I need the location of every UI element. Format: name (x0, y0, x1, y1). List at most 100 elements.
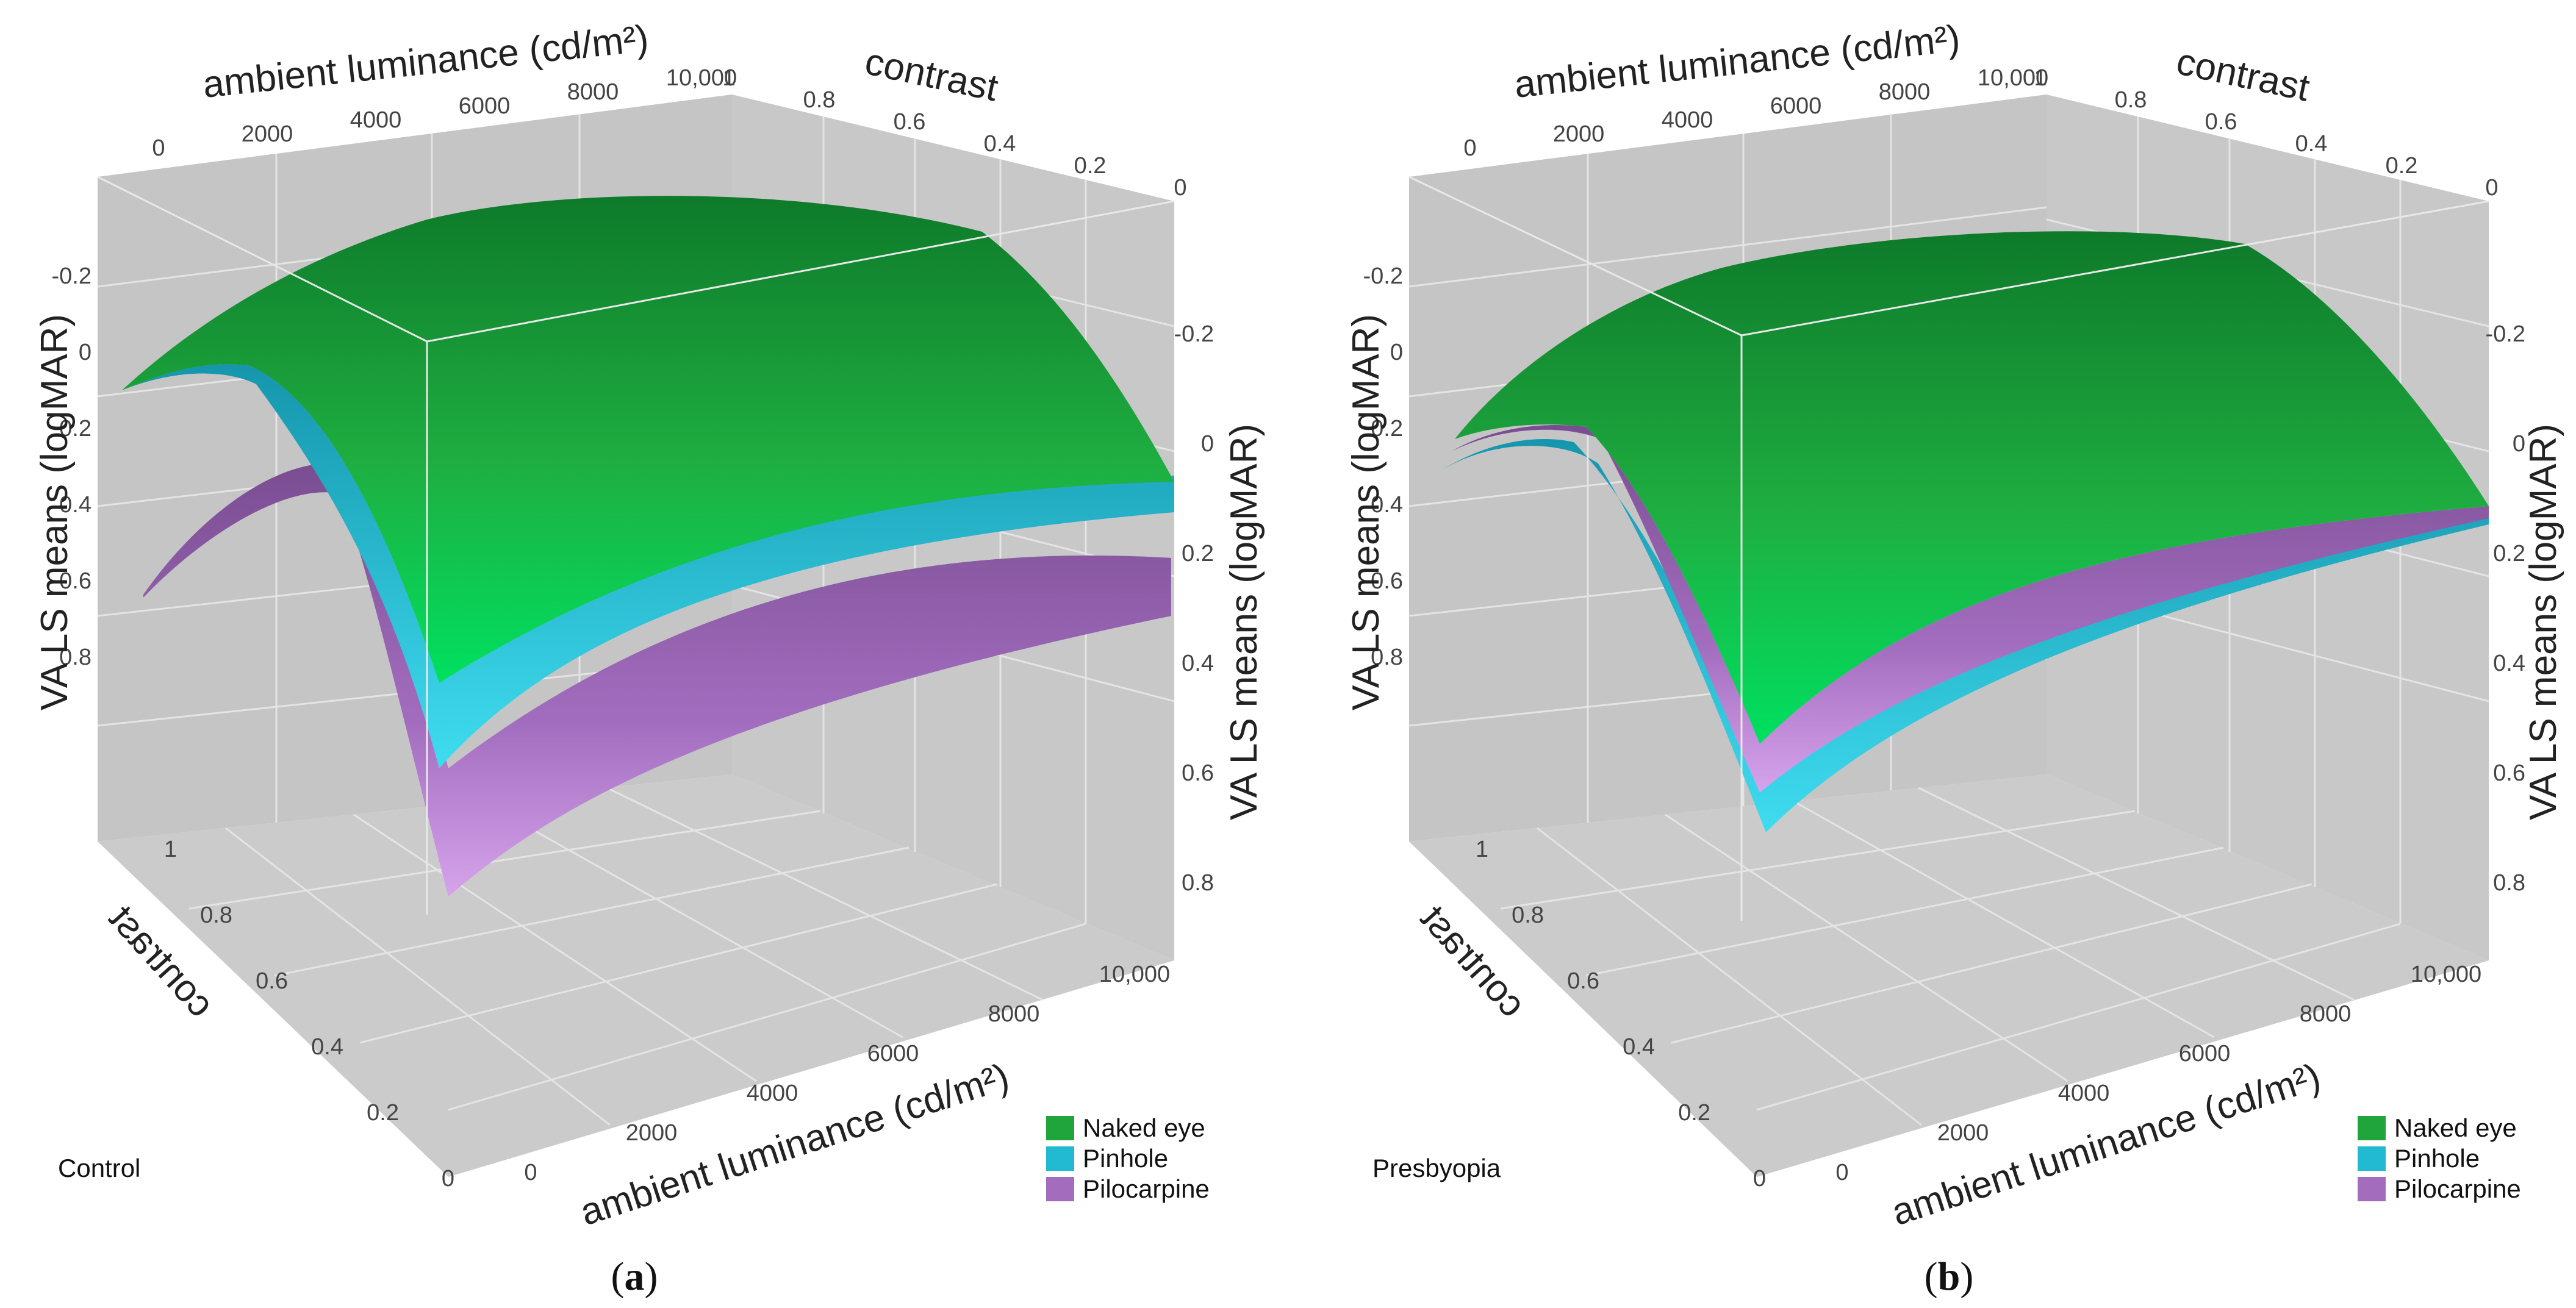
legend-swatch-naked-eye (2358, 1116, 2386, 1140)
z-tick-right-1: 0 (1201, 431, 1214, 457)
y-tick-top-5: 1 (2034, 65, 2047, 91)
surface-pilocarpine (143, 463, 1171, 896)
z-tick-left-1: 0 (79, 340, 91, 365)
y-axis-ticks-top: 1 0.8 0.6 0.4 0.2 0 (722, 65, 1186, 201)
box-edges (97, 176, 1175, 915)
x-tick-front-0: 0 (524, 1160, 537, 1185)
x-tick-front-4: 8000 (2300, 1001, 2352, 1027)
x-tick-front-5: 10,000 (2411, 962, 2481, 987)
y-tick-top-3: 0.6 (894, 109, 926, 135)
y-tick-top-0: 0 (2485, 175, 2498, 201)
legend-label-pilocarpine: Pilocarpine (1083, 1174, 1210, 1203)
z-axis-title-right: VA LS means (logMAR) (1223, 424, 1265, 820)
x-axis-ticks-top: 0 2000 4000 6000 8000 10,000 (152, 65, 737, 161)
z-tick-left-5: 0.8 (59, 645, 91, 670)
panel-presbyopia: -0.2 0 0.2 0.4 0.6 0.8 -0.2 0 0.2 0.4 0.6 0.8 0 200… (1345, 18, 2564, 1299)
y-tick-front-3: 0.6 (256, 968, 288, 994)
z-tick-left-3: 0.4 (1371, 492, 1403, 518)
z-tick-right-3: 0.4 (2493, 651, 2525, 676)
group-label-presbyopia: Presbyopia (1372, 1154, 1501, 1182)
z-tick-left-1: 0 (1390, 340, 1403, 365)
z-axis-title-left: VA LS means (logMAR) (1345, 314, 1387, 710)
y-tick-front-2: 0.4 (311, 1034, 343, 1060)
x-tick-top-5: 10,000 (1978, 65, 2048, 91)
legend-label-pinhole: Pinhole (1083, 1144, 1168, 1173)
z-tick-right-0: -0.2 (2486, 321, 2525, 347)
x-tick-top-4: 8000 (1879, 79, 1931, 105)
floor (1409, 774, 2489, 1177)
surface-naked-eye (1455, 231, 2489, 744)
caption-a: (a) (611, 1254, 658, 1299)
legend-swatch-pilocarpine (2358, 1177, 2386, 1201)
z-tick-right-5: 0.8 (2493, 870, 2525, 896)
z-tick-left-0: -0.2 (52, 263, 91, 289)
floor-grid (1500, 787, 2401, 1126)
z-axis-ticks-right: -0.2 0 0.2 0.4 0.6 0.8 (1174, 321, 1214, 896)
panel-control: -0.2 0 0.2 0.4 0.6 0.8 -0.2 0 0.2 0.4 0.6 0.8 0 200… (34, 18, 1265, 1299)
y-tick-top-1: 0.2 (1074, 153, 1107, 179)
z-tick-right-4: 0.6 (1182, 760, 1214, 786)
surface-naked-eye (122, 196, 1174, 684)
y-tick-front-4: 0.8 (1512, 902, 1544, 928)
y-axis-title-top: contrast (2173, 40, 2313, 109)
z-tick-right-4: 0.6 (2493, 760, 2525, 786)
z-axis-ticks-right: -0.2 0 0.2 0.4 0.6 0.8 (2486, 321, 2525, 896)
y-axis-title-top: contrast (861, 40, 1002, 109)
z-tick-left-2: 0.2 (1371, 416, 1403, 441)
x-axis-ticks-front: 0 2000 4000 6000 8000 10,000 (524, 962, 1170, 1185)
z-tick-left-2: 0.2 (59, 416, 91, 441)
x-tick-top-3: 6000 (459, 93, 511, 119)
x-axis-ticks-front: 0 2000 4000 6000 8000 10,000 (1835, 962, 2481, 1185)
z-tick-right-5: 0.8 (1182, 870, 1214, 896)
x-tick-front-2: 4000 (747, 1081, 798, 1106)
x-tick-front-5: 10,000 (1099, 962, 1170, 987)
floor (98, 774, 1174, 1177)
z-tick-right-1: 0 (2513, 431, 2525, 457)
y-tick-top-0: 0 (1174, 175, 1186, 201)
y-tick-front-0: 0 (442, 1166, 454, 1192)
x-tick-top-2: 4000 (350, 107, 402, 133)
y-tick-front-4: 0.8 (200, 902, 232, 928)
z-tick-left-0: -0.2 (1363, 263, 1403, 289)
y-tick-top-3: 0.6 (2205, 109, 2237, 135)
x-axis-ticks-top: 0 2000 4000 6000 8000 10,000 (1463, 65, 2048, 161)
legend-label-naked-eye: Naked eye (2394, 1113, 2517, 1142)
x-tick-top-1: 2000 (242, 121, 293, 147)
x-tick-top-0: 0 (1463, 135, 1476, 161)
z-tick-right-2: 0.2 (2493, 541, 2525, 566)
x-tick-top-1: 2000 (1553, 121, 1605, 147)
x-tick-front-4: 8000 (988, 1001, 1040, 1027)
y-tick-top-2: 0.4 (984, 131, 1016, 157)
y-tick-top-4: 0.8 (2115, 87, 2147, 113)
y-tick-front-1: 0.2 (367, 1100, 399, 1126)
x-tick-top-4: 8000 (567, 79, 619, 105)
y-tick-front-2: 0.4 (1623, 1034, 1655, 1060)
x-tick-front-0: 0 (1835, 1160, 1848, 1185)
y-tick-front-3: 0.6 (1567, 968, 1599, 994)
surface-pilocarpine (1452, 424, 2489, 793)
legend-swatch-naked-eye (1046, 1116, 1074, 1140)
legend-swatch-pilocarpine (1046, 1177, 1074, 1201)
x-tick-top-0: 0 (152, 135, 165, 161)
y-tick-top-4: 0.8 (803, 87, 836, 113)
y-tick-top-2: 0.4 (2295, 131, 2328, 157)
x-tick-front-2: 4000 (2058, 1081, 2110, 1106)
z-tick-right-3: 0.4 (1182, 651, 1214, 676)
z-tick-left-4: 0.6 (1371, 568, 1403, 594)
y-tick-front-5: 1 (164, 837, 177, 862)
z-tick-left-5: 0.8 (1371, 645, 1403, 670)
floor-grid (188, 787, 1086, 1126)
caption-b: (b) (1925, 1254, 1974, 1299)
y-tick-front-0: 0 (1753, 1166, 1766, 1192)
box-edges (1408, 176, 2489, 921)
group-label-control: Control (58, 1154, 140, 1182)
legend-swatch-pinhole (2358, 1146, 2386, 1171)
y-tick-top-1: 0.2 (2386, 153, 2418, 179)
z-axis-title-left: VA LS means (logMAR) (34, 314, 76, 710)
z-tick-left-4: 0.6 (59, 568, 91, 594)
y-tick-front-5: 1 (1476, 837, 1488, 862)
x-tick-top-2: 4000 (1662, 107, 1713, 133)
